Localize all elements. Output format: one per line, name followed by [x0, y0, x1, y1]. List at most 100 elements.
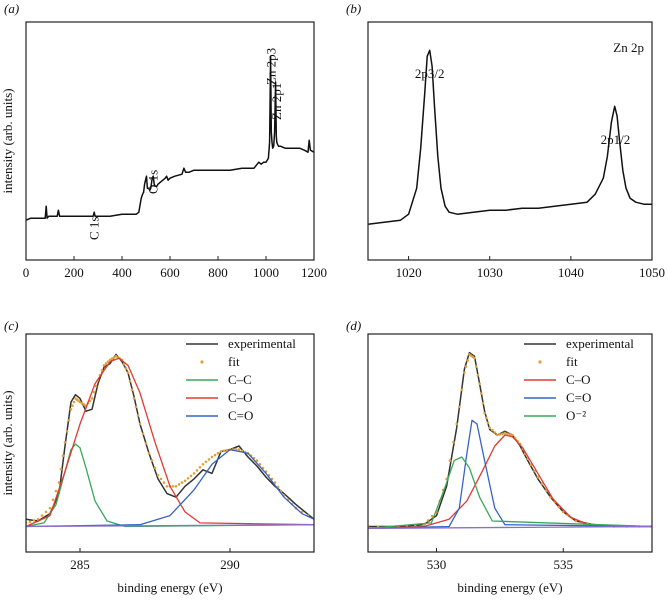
- fit-point: [44, 510, 48, 514]
- legend-label: C–C: [228, 372, 252, 387]
- legend-label: O⁻²: [566, 408, 586, 423]
- fit-point: [213, 453, 217, 457]
- fit-point: [128, 380, 132, 383]
- fit-point: [237, 448, 241, 451]
- x-tick-label: 530: [427, 557, 447, 572]
- fit-point: [533, 469, 536, 473]
- x-tick-label: 1050: [639, 265, 665, 280]
- panel-c: (c) 285 290 intensity (arb. units) binding e…: [0, 318, 315, 595]
- legend-label: C–O: [566, 372, 591, 387]
- panel-label: (c): [4, 318, 18, 333]
- x-tick-label: 400: [112, 265, 132, 280]
- fit-point: [67, 419, 71, 422]
- x-tick-label: 800: [208, 265, 228, 280]
- fit-point: [136, 414, 140, 417]
- legend-label: C=O: [228, 408, 253, 423]
- fit-point: [455, 422, 459, 426]
- fit-point: [498, 433, 502, 436]
- fit-point: [491, 428, 494, 432]
- fit-point: [480, 392, 483, 395]
- fit-point: [40, 514, 44, 517]
- peak-annotation: 2p1/2: [601, 132, 631, 147]
- fit-point: [36, 517, 40, 521]
- fit-point: [147, 452, 151, 455]
- fit-point: [463, 371, 466, 375]
- fit-point: [204, 460, 208, 464]
- fit-point: [506, 432, 509, 436]
- fit-point: [71, 404, 74, 408]
- fit-point: [448, 459, 452, 462]
- panel-a: (a) 0 200 400 600 800 1000 1200 intensity (arb. …: [0, 1, 327, 280]
- series-survey-line: [26, 55, 314, 221]
- fit-point: [108, 358, 112, 362]
- fit-point: [165, 485, 169, 488]
- fit-point: [476, 373, 480, 377]
- fit-point: [273, 481, 277, 484]
- series-c-o-line: [26, 448, 314, 528]
- legend: experimental fit C–C C–O C=O: [186, 336, 296, 423]
- fit-point: [130, 388, 134, 392]
- fit-point: [144, 442, 148, 445]
- fit-point: [192, 472, 196, 475]
- fit-point: [473, 356, 476, 360]
- legend-label: C=O: [566, 390, 591, 405]
- series-c-o-line: [368, 434, 652, 530]
- x-tick-label: 535: [554, 557, 574, 572]
- fit-point: [174, 485, 178, 488]
- fit-point: [177, 483, 181, 486]
- plot-frame: [25, 333, 315, 553]
- fit-point: [216, 452, 220, 455]
- x-axis-label: binding energy (eV): [457, 580, 562, 595]
- x-tick-label: 1020: [396, 265, 422, 280]
- x-tick-label: 0: [23, 265, 30, 280]
- fit-point: [82, 403, 86, 406]
- peak-annotation: Zn 2p1: [269, 83, 284, 120]
- fit-point: [430, 514, 434, 518]
- fit-point: [132, 397, 136, 400]
- y-axis-label: intensity (arb. units): [0, 390, 15, 495]
- series-zn-2p-line: [368, 49, 652, 225]
- series-c-c-line: [26, 443, 314, 528]
- fit-point: [488, 426, 492, 430]
- fit-point: [180, 481, 184, 484]
- fit-point: [485, 416, 488, 420]
- fit-point: [508, 433, 512, 436]
- series-fit: [368, 353, 641, 528]
- legend-label: C–O: [228, 390, 253, 405]
- fit-point: [57, 481, 61, 484]
- peak-annotation: Zn 2p3: [263, 48, 278, 85]
- peak-annotation: O 1s: [145, 170, 160, 194]
- fit-point: [48, 506, 52, 510]
- fit-point: [94, 384, 98, 388]
- fit-point: [106, 360, 110, 364]
- fit-point: [183, 479, 187, 483]
- fit-point: [195, 469, 199, 472]
- plot-frame: [367, 21, 653, 261]
- fit-point: [536, 475, 540, 479]
- fit-point: [486, 421, 490, 425]
- fit-point: [32, 519, 36, 522]
- fit-point: [258, 463, 262, 466]
- fit-point: [159, 477, 163, 481]
- x-axis-label: binding energy (eV): [117, 580, 222, 595]
- fit-point: [150, 459, 154, 462]
- x-tick-label: 285: [70, 557, 90, 572]
- legend: experimental fit C–O C=O O⁻²: [524, 336, 634, 423]
- fit-point: [503, 431, 507, 435]
- fit-point: [189, 474, 193, 478]
- fit-point: [51, 498, 55, 502]
- fit-point: [201, 463, 205, 466]
- x-tick-label: 200: [64, 265, 84, 280]
- fit-point: [458, 405, 461, 409]
- legend-label: experimental: [566, 336, 634, 351]
- fit-point: [474, 365, 478, 368]
- legend-swatch-fit: [538, 360, 542, 364]
- x-tick-label: 1040: [558, 265, 584, 280]
- fit-point: [122, 362, 126, 366]
- fit-point: [90, 397, 94, 400]
- fit-point: [210, 455, 214, 459]
- fit-point: [162, 481, 166, 484]
- peak-annotation: C 1s: [86, 217, 101, 240]
- x-tick-label: 1200: [301, 265, 327, 280]
